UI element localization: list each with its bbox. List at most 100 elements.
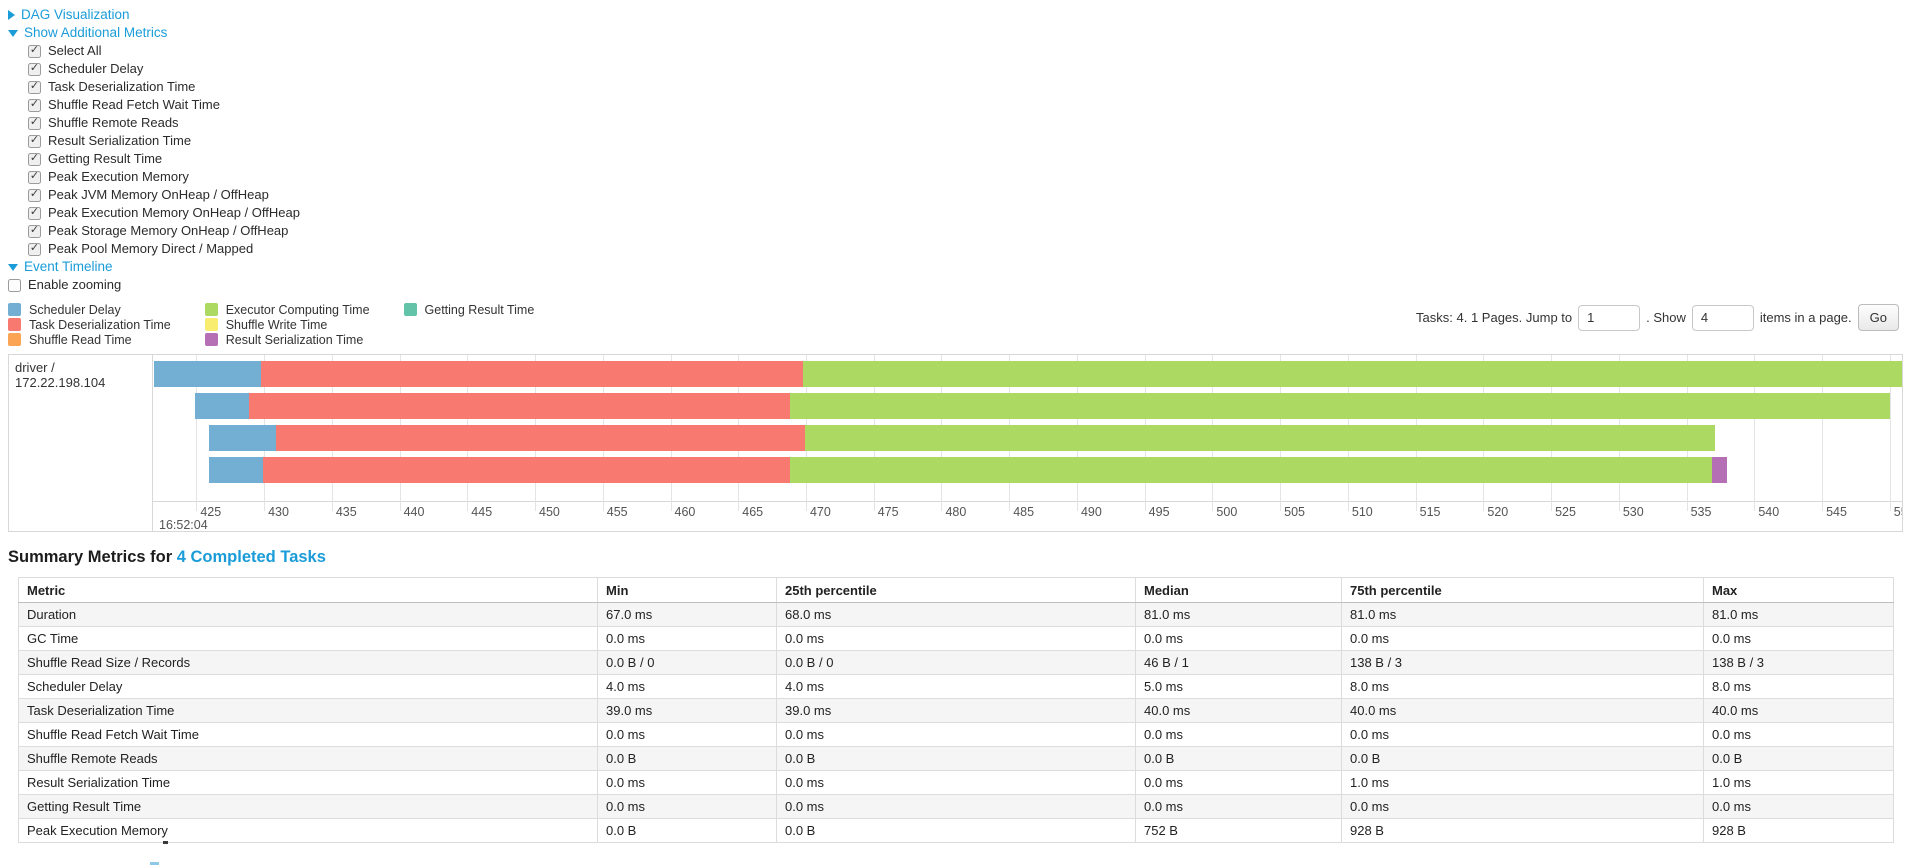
tasks-count-text: Tasks: 4. 1 Pages. Jump to bbox=[1416, 310, 1573, 325]
metric-checkbox-item[interactable]: Scheduler Delay bbox=[28, 60, 1907, 78]
task-bar-scheduler_delay[interactable] bbox=[208, 425, 277, 451]
metric-checkbox-label: Getting Result Time bbox=[48, 151, 163, 166]
metric-checkbox-item[interactable]: Result Serialization Time bbox=[28, 132, 1907, 150]
axis-tick-label: 515 bbox=[1419, 505, 1441, 519]
metric-checkbox-item[interactable]: Select All bbox=[28, 42, 1907, 60]
task-bar-executor_computing[interactable] bbox=[803, 361, 1902, 387]
items-in-page-text: items in a page. bbox=[1759, 310, 1852, 325]
checked-checkbox-icon bbox=[28, 134, 41, 148]
task-bar-executor_computing[interactable] bbox=[789, 393, 1890, 419]
metric-checkbox-item[interactable]: Peak JVM Memory OnHeap / OffHeap bbox=[28, 186, 1907, 204]
legend-item: Result Serialization Time bbox=[204, 332, 370, 347]
metric-checkbox-item[interactable]: Peak Storage Memory OnHeap / OffHeap bbox=[28, 222, 1907, 240]
axis-tick-label: 425 bbox=[200, 505, 222, 519]
show-additional-metrics-toggle[interactable]: Show Additional Metrics bbox=[8, 24, 1907, 42]
checked-checkbox-icon bbox=[28, 62, 41, 76]
metric-value-cell: 928 B bbox=[1341, 818, 1704, 843]
task-bar-task_deserialization[interactable] bbox=[249, 393, 790, 419]
metric-value-cell: 0.0 ms bbox=[1135, 770, 1342, 795]
metric-value-cell: 40.0 ms bbox=[1703, 698, 1894, 723]
metric-value-cell: 0.0 B / 0 bbox=[597, 650, 777, 675]
metric-checkbox-item[interactable]: Shuffle Remote Reads bbox=[28, 114, 1907, 132]
metric-value-cell: 39.0 ms bbox=[776, 698, 1136, 723]
metric-checkbox-label: Peak JVM Memory OnHeap / OffHeap bbox=[48, 187, 269, 202]
metric-checkbox-item[interactable]: Task Deserialization Time bbox=[28, 78, 1907, 96]
metric-value-cell: 8.0 ms bbox=[1341, 674, 1704, 699]
event-timeline-toggle[interactable]: Event Timeline bbox=[8, 258, 1907, 276]
task-bar-executor_computing[interactable] bbox=[804, 425, 1716, 451]
checked-checkbox-icon bbox=[28, 152, 41, 166]
task-bar-scheduler_delay[interactable] bbox=[194, 393, 250, 419]
metric-checkbox-item[interactable]: Shuffle Read Fetch Wait Time bbox=[28, 96, 1907, 114]
metric-checkbox-label: Select All bbox=[48, 43, 102, 58]
task-bar-scheduler_delay[interactable] bbox=[208, 457, 263, 483]
checked-checkbox-icon bbox=[28, 224, 41, 238]
legend-label: Shuffle Write Time bbox=[225, 317, 328, 332]
timeline-plot-area: 16:52:04 425 430 435 440 445 450 455 460 465 470 4… bbox=[153, 355, 1902, 531]
axis-tick-label: 455 bbox=[606, 505, 628, 519]
task-bar-task_deserialization[interactable] bbox=[276, 425, 805, 451]
metric-value-cell: 4.0 ms bbox=[776, 674, 1136, 699]
metric-value-cell: 928 B bbox=[1703, 818, 1894, 843]
metric-value-cell: 1.0 ms bbox=[1341, 770, 1704, 795]
metric-value-cell: 40.0 ms bbox=[1135, 698, 1342, 723]
metric-value-cell: 0.0 ms bbox=[776, 794, 1136, 819]
dag-visualization-toggle[interactable]: DAG Visualization bbox=[8, 6, 1907, 24]
axis-tick-label: 440 bbox=[403, 505, 425, 519]
legend-item: Task Deserialization Time bbox=[8, 317, 171, 332]
legend-item: Executor Computing Time bbox=[204, 302, 370, 317]
getting_result-swatch-icon bbox=[403, 303, 417, 316]
completed-tasks-link[interactable]: 4 Completed Tasks bbox=[176, 548, 326, 566]
metric-value-cell: 0.0 ms bbox=[1135, 722, 1342, 747]
items-per-page-input[interactable] bbox=[1691, 304, 1754, 331]
metric-value-cell: 40.0 ms bbox=[1341, 698, 1704, 723]
jump-to-page-input[interactable] bbox=[1578, 304, 1641, 331]
metric-value-cell: 67.0 ms bbox=[597, 602, 777, 627]
metric-value-cell: 1.0 ms bbox=[1703, 770, 1894, 795]
metric-name-cell: Shuffle Read Size / Records bbox=[18, 650, 598, 675]
metric-checkbox-item[interactable]: Peak Pool Memory Direct / Mapped bbox=[28, 240, 1907, 258]
enable-zooming-checkbox[interactable]: Enable zooming bbox=[8, 276, 1907, 294]
scheduler_delay-swatch-icon bbox=[8, 303, 21, 316]
legend-item: Shuffle Read Time bbox=[8, 332, 171, 347]
table-row: Peak Execution Memory 0.0 B 0.0 B 752 B 928 … bbox=[18, 818, 1894, 843]
metric-value-cell: 0.0 B bbox=[1341, 746, 1704, 771]
collapse-arrow-icon bbox=[8, 263, 18, 271]
legend-label: Result Serialization Time bbox=[225, 332, 364, 347]
task-bar-task_deserialization[interactable] bbox=[261, 361, 804, 387]
gridline bbox=[196, 355, 198, 511]
metric-value-cell: 0.0 ms bbox=[1703, 722, 1894, 747]
summary-metrics-heading: Summary Metrics for 4 Completed Tasks bbox=[8, 548, 1907, 567]
metric-name-cell: Shuffle Read Fetch Wait Time bbox=[18, 722, 598, 747]
metric-checkbox-item[interactable]: Peak Execution Memory bbox=[28, 168, 1907, 186]
legend-label: Scheduler Delay bbox=[29, 302, 121, 317]
table-row: Shuffle Remote Reads 0.0 B 0.0 B 0.0 B 0.0 B… bbox=[18, 746, 1894, 771]
axis-separator bbox=[153, 501, 1902, 502]
task-bar-scheduler_delay[interactable] bbox=[154, 361, 262, 387]
metric-value-cell: 0.0 B bbox=[776, 818, 1136, 843]
task-bar-task_deserialization[interactable] bbox=[262, 457, 790, 483]
summary-heading-text: Summary Metrics for bbox=[8, 548, 173, 566]
shuffle_write-swatch-icon bbox=[204, 318, 218, 331]
go-button[interactable]: Go bbox=[1857, 304, 1899, 331]
metric-value-cell: 138 B / 3 bbox=[1341, 650, 1704, 675]
task-bar-executor_computing[interactable] bbox=[789, 457, 1713, 483]
column-header: 25th percentile bbox=[776, 577, 1136, 603]
metric-checkbox-item[interactable]: Getting Result Time bbox=[28, 150, 1907, 168]
metric-checkbox-item[interactable]: Peak Execution Memory OnHeap / OffHeap bbox=[28, 204, 1907, 222]
legend-label: Getting Result Time bbox=[424, 302, 535, 317]
metric-name-cell: Task Deserialization Time bbox=[18, 698, 598, 723]
axis-tick-label: 530 bbox=[1622, 505, 1644, 519]
task-bar-result_serialization[interactable] bbox=[1712, 457, 1728, 483]
metric-value-cell: 0.0 B bbox=[597, 818, 777, 843]
checked-checkbox-icon bbox=[28, 188, 41, 202]
axis-tick-label: 505 bbox=[1284, 505, 1306, 519]
metric-checkbox-label: Peak Pool Memory Direct / Mapped bbox=[48, 241, 254, 256]
metric-value-cell: 0.0 ms bbox=[1341, 794, 1704, 819]
metric-checkbox-label: Task Deserialization Time bbox=[48, 79, 196, 94]
metric-value-cell: 0.0 ms bbox=[1135, 626, 1342, 651]
axis-tick-label: 525 bbox=[1555, 505, 1576, 519]
axis-tick-label: 550 bbox=[1893, 505, 1902, 519]
table-row: Duration 67.0 ms 68.0 ms 81.0 ms 81.0 ms 81.0… bbox=[18, 602, 1894, 627]
metric-value-cell: 0.0 ms bbox=[776, 770, 1136, 795]
